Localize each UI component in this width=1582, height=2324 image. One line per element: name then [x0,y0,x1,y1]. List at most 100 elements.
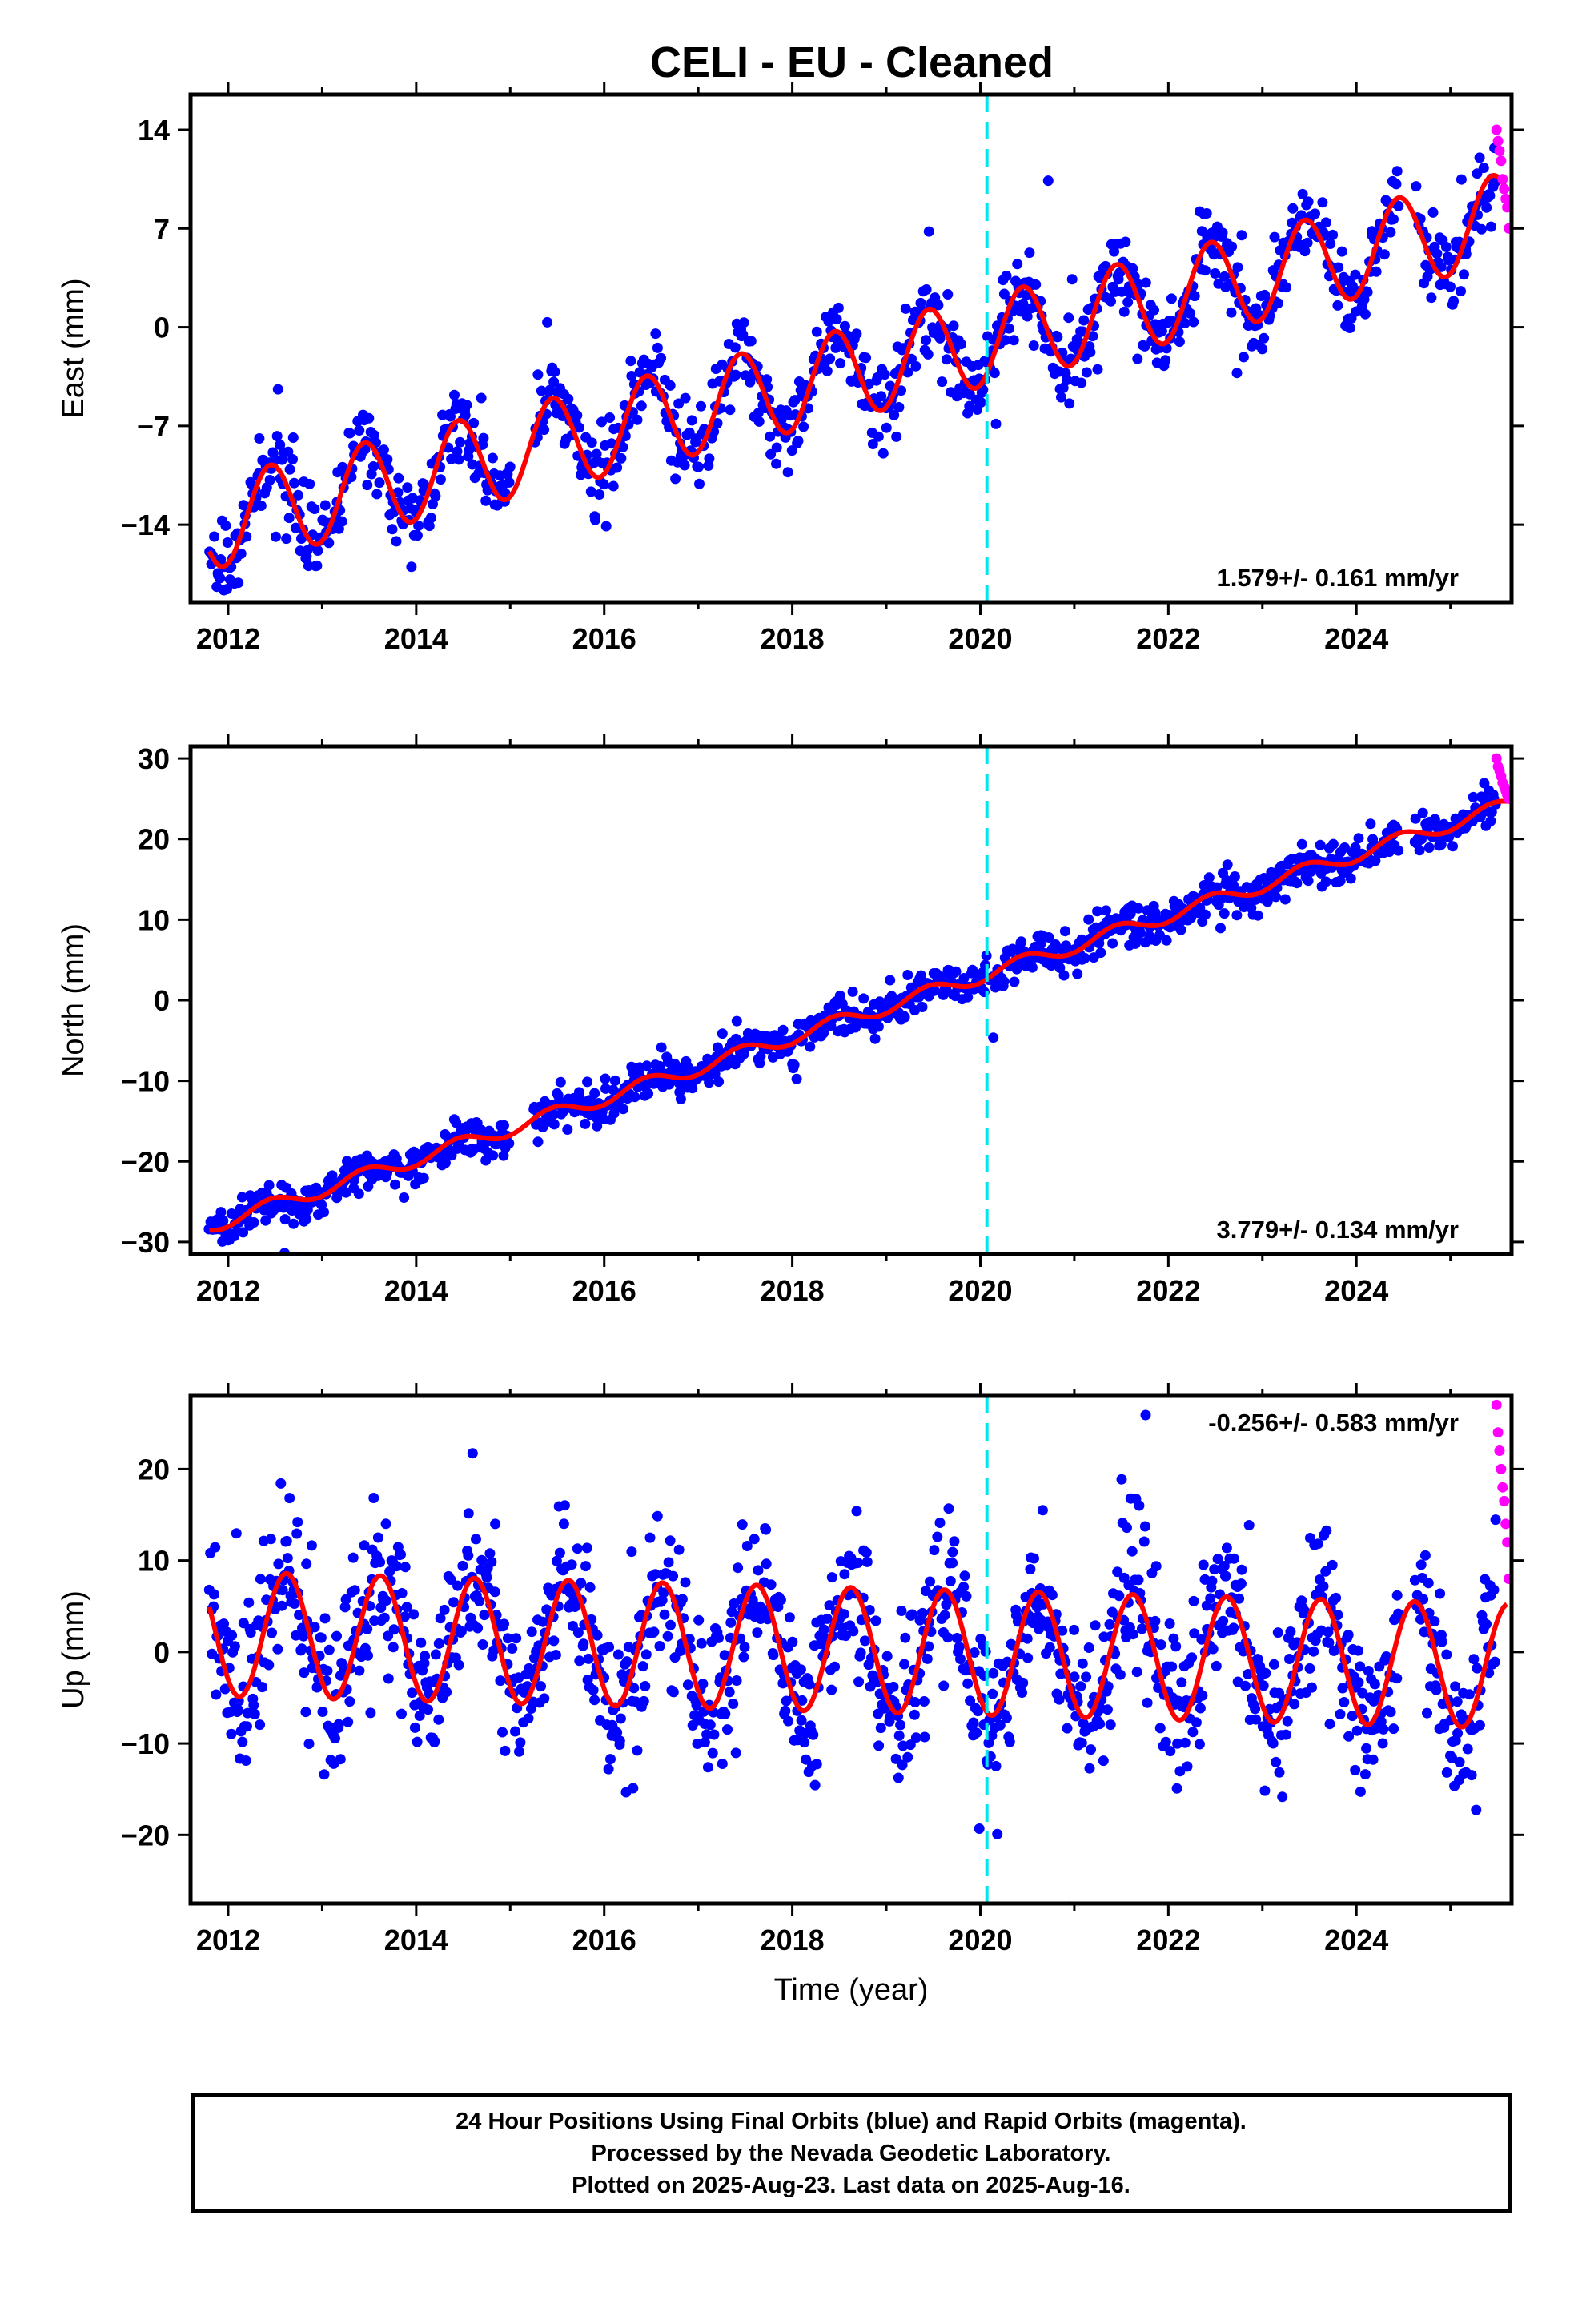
final-orbit-point [673,1544,685,1555]
y-tick-label: 10 [138,1545,170,1578]
final-orbit-point [906,1609,917,1620]
final-orbit-point [387,1642,399,1653]
final-orbit-point [973,1706,983,1717]
final-orbit-point [873,1740,885,1751]
final-orbit-point [589,1695,600,1706]
final-orbit-point [784,1612,795,1623]
final-orbit-point [260,1215,271,1226]
final-orbit-point [499,1120,509,1131]
final-orbit-point [1391,1673,1403,1684]
final-orbit-point [1179,318,1191,328]
final-orbit-point [961,1590,972,1602]
final-orbit-point [781,1695,792,1707]
y-tick-label: −10 [121,1065,170,1098]
final-orbit-point [1220,1570,1231,1582]
final-orbit-point [1377,1738,1388,1749]
final-orbit-point [652,1510,663,1522]
final-orbit-point [486,1556,497,1567]
final-orbit-point [372,1532,383,1543]
final-orbit-point [929,1545,940,1556]
final-orbit-point [1228,879,1239,891]
x-tick-label: 2014 [384,1924,448,1956]
final-orbit-point [1361,1743,1372,1754]
final-orbit-point [1186,1652,1198,1663]
final-orbit-point [1222,859,1233,870]
final-orbit-point [304,478,315,489]
rapid-orbit-point [1496,155,1507,167]
final-orbit-point [382,454,393,465]
final-orbit-point [896,1606,907,1616]
final-orbit-point [463,1550,474,1561]
final-orbit-point [1228,1553,1239,1564]
final-orbit-point [1411,181,1422,192]
final-orbit-point [1105,1719,1116,1731]
final-orbit-point [1200,909,1211,920]
final-orbit-point [552,1090,564,1101]
final-orbit-point [1337,1683,1348,1694]
final-orbit-point [1098,1755,1109,1767]
final-orbit-point [969,1647,980,1658]
final-orbit-point [616,452,627,464]
final-orbit-point [1026,962,1038,973]
final-orbit-point [693,461,704,472]
final-orbit-point [1371,266,1382,277]
final-orbit-point [618,1104,628,1115]
final-orbit-point [499,1618,510,1630]
final-orbit-point [808,1729,819,1740]
final-orbit-point [1135,927,1146,939]
y-tick-label: −14 [121,509,170,541]
final-orbit-point [1489,1656,1500,1667]
final-orbit-point [1323,1626,1334,1638]
final-orbit-point [330,1733,340,1744]
final-orbit-point [1441,1649,1452,1660]
final-orbit-point [950,966,962,977]
final-orbit-point [589,1088,600,1099]
velocity-annotation: 1.579+/- 0.161 mm/yr [1217,564,1459,592]
final-orbit-point [242,1721,252,1732]
rapid-orbit-point [1500,1518,1512,1530]
final-orbit-point [1150,1561,1162,1572]
final-orbit-point [1196,1634,1207,1645]
final-orbit-point [248,1217,259,1228]
final-orbit-point [1024,247,1035,259]
final-orbit-point [638,1695,649,1707]
final-orbit-point [712,418,723,428]
final-orbit-point [245,1627,256,1638]
final-orbit-point [726,1606,737,1618]
final-orbit-point [363,1650,373,1661]
x-tick-label: 2024 [1324,1924,1388,1956]
rapid-orbit-point [1491,124,1502,135]
final-orbit-point [640,1649,652,1660]
final-orbit-point [998,976,1010,987]
final-orbit-point [826,1684,837,1695]
final-orbit-point [1307,1682,1317,1693]
final-orbit-point [1188,1595,1199,1606]
final-orbit-point [724,1687,735,1698]
final-orbit-point [1335,1709,1346,1719]
final-orbit-point [396,1708,407,1719]
final-orbit-point [219,1683,231,1695]
final-orbit-point [1077,1658,1088,1669]
final-orbit-point [481,1572,492,1583]
final-orbit-point [414,1711,425,1721]
final-orbit-point [1022,1652,1034,1663]
final-orbit-point [585,486,596,497]
final-orbit-point [1171,1783,1182,1794]
final-orbit-point [1104,1618,1115,1630]
final-orbit-point [1205,1593,1216,1604]
final-orbit-point [1131,1667,1142,1678]
final-orbit-point [717,1028,728,1039]
final-orbit-point [1353,833,1364,844]
final-orbit-point [1076,1737,1087,1748]
final-orbit-point [1095,947,1106,959]
final-orbit-point [319,1207,329,1218]
final-orbit-point [453,1659,464,1671]
final-orbit-point [962,1678,974,1689]
final-orbit-point [605,1754,616,1765]
final-orbit-point [1238,352,1249,363]
final-orbit-point [1336,246,1347,257]
final-orbit-point [323,1644,335,1655]
final-orbit-point [902,1751,913,1763]
final-orbit-point [840,1630,851,1642]
final-orbit-point [737,329,749,340]
